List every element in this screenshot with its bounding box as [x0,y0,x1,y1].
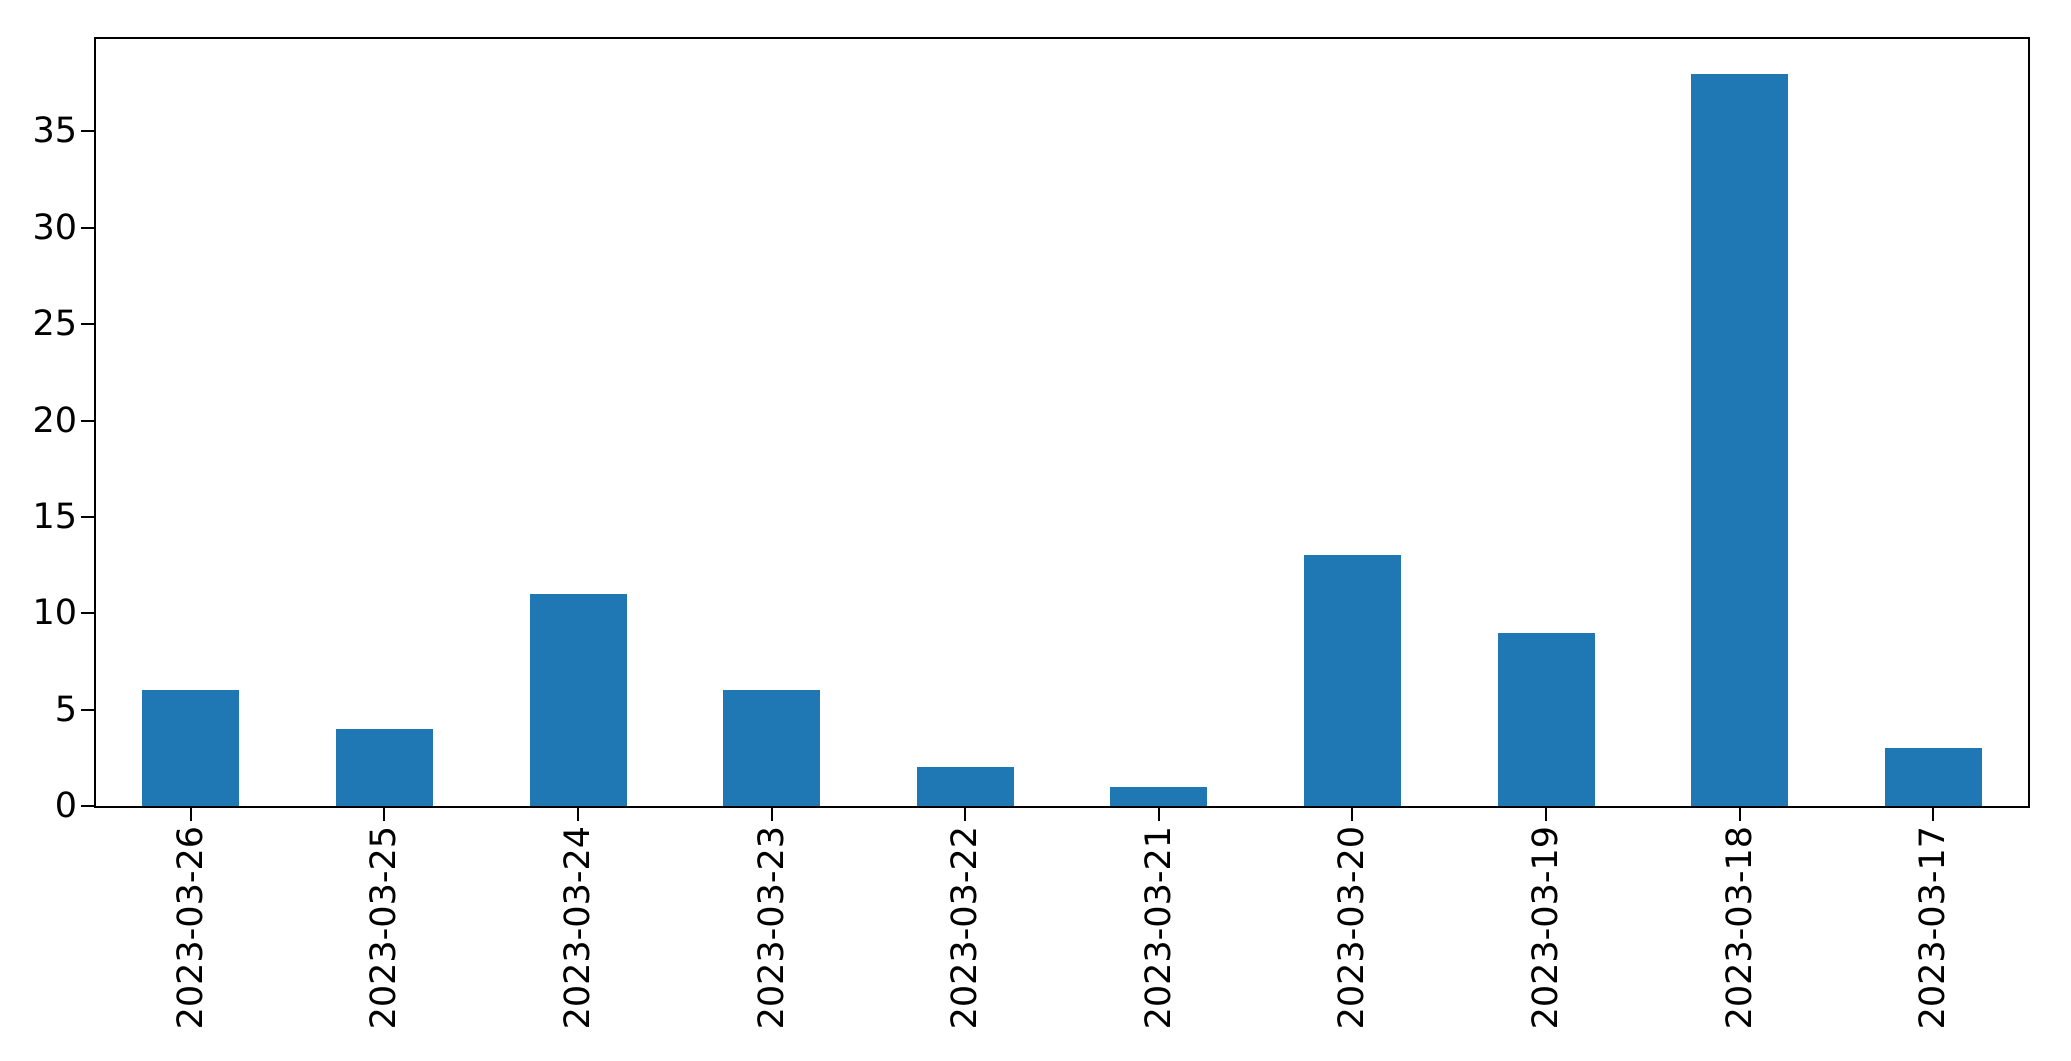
y-tick [81,130,94,132]
bar [1498,633,1595,806]
x-tick [190,808,192,821]
y-tick-label: 15 [32,497,77,537]
y-tick-label: 10 [32,593,77,633]
y-tick-label: 0 [54,786,77,826]
y-tick-label: 25 [32,304,77,344]
plot-frame [94,37,2030,808]
bar [142,690,239,806]
bar [917,767,1014,806]
x-tick-label: 2023-03-20 [1332,826,1372,1030]
x-tick [1351,808,1353,821]
bar [530,594,627,806]
x-tick-label: 2023-03-19 [1526,826,1566,1030]
bar [1304,555,1401,806]
x-tick-label: 2023-03-24 [558,826,598,1030]
x-tick [771,808,773,821]
y-tick [81,612,94,614]
x-tick-label: 2023-03-21 [1139,826,1179,1030]
y-tick [81,227,94,229]
x-tick [1545,808,1547,821]
x-tick-label: 2023-03-26 [171,826,211,1030]
y-tick [81,516,94,518]
x-tick [577,808,579,821]
y-tick-label: 20 [32,401,77,441]
x-tick-label: 2023-03-23 [752,826,792,1030]
y-tick-label: 35 [32,111,77,151]
y-tick-label: 5 [54,690,77,730]
x-tick [1158,808,1160,821]
x-tick-label: 2023-03-25 [364,826,404,1030]
y-tick [81,805,94,807]
bar [336,729,433,806]
x-tick [964,808,966,821]
x-tick-label: 2023-03-18 [1720,826,1760,1030]
y-tick [81,323,94,325]
y-tick-label: 30 [32,208,77,248]
x-tick [383,808,385,821]
bar [1885,748,1982,806]
bar [723,690,820,806]
bar [1691,74,1788,806]
x-tick-label: 2023-03-22 [945,826,985,1030]
x-tick [1932,808,1934,821]
y-tick [81,420,94,422]
x-tick [1739,808,1741,821]
x-tick-label: 2023-03-17 [1913,826,1953,1030]
y-tick [81,709,94,711]
bar [1110,787,1207,806]
